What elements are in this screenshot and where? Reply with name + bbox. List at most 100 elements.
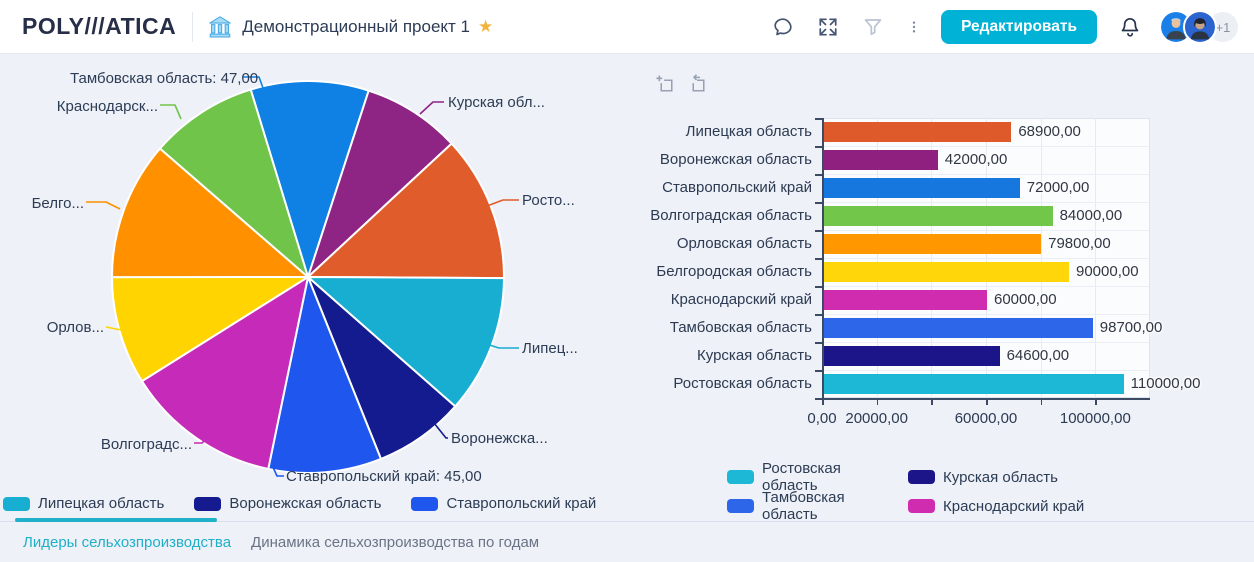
bar-chart-toolbar [655,74,719,97]
legend-item[interactable]: Воронежская область [194,495,381,512]
filter-icon[interactable] [861,15,885,39]
pie-slice[interactable] [307,89,453,278]
kebab-menu-icon[interactable] [906,15,922,39]
legend-item[interactable]: Липецкая область [3,495,164,512]
user-avatars: +1 [1159,10,1240,44]
legend-swatch [908,470,935,484]
bar-value-label: 72000,00 [1026,179,1090,196]
legend-label: Краснодарский край [943,497,1085,515]
pie-label-rostov: Росто... [522,192,575,209]
legend-label: Ростовская область [762,460,841,494]
x-axis-tick-label: 100000,00 [1059,410,1131,427]
bar[interactable] [823,318,1093,338]
pie-legend: Липецкая область Воронежская область Ста… [3,495,626,512]
pie-label-krasnodar: Краснодарск... [56,98,158,115]
pie-label-voronezh: Воронежска... [451,430,548,447]
pie-label-belgorod: Белго... [31,195,84,212]
bar-category-label: Волгоградская область [650,207,812,224]
bar[interactable] [823,206,1053,226]
pie-slice[interactable] [267,276,382,474]
legend-item[interactable]: Тамбовская область [727,489,881,523]
category-tick [815,118,822,120]
bar[interactable] [823,122,1012,142]
pie-label-stavropol: Ставропольский край: 45,00 [286,468,482,485]
pie-chart [86,76,519,477]
row-separator [823,314,1149,315]
bar-value-label: 90000,00 [1076,263,1139,280]
bar-category-label: Белгородская область [656,263,812,280]
legend-item[interactable]: Ставропольский край [411,495,596,512]
pie-slice[interactable] [110,147,309,279]
pie-label-kursk: Курская обл... [448,94,545,111]
row-separator [823,146,1149,147]
bar-category-label: Тамбовская область [669,319,812,336]
chat-icon[interactable] [771,15,795,39]
bar[interactable] [823,374,1124,394]
legend-item[interactable]: Ростовская область [727,460,881,494]
bar[interactable] [823,150,938,170]
pie-callout-line [194,418,228,444]
category-tick [815,174,822,176]
bell-icon[interactable] [1118,15,1142,39]
tab-dynamics[interactable]: Динамика сельхозпроизводства по годам [251,533,540,551]
row-separator [823,258,1149,259]
bar-value-label: 84000,00 [1059,207,1123,224]
category-axis-line [822,118,824,398]
row-separator [823,202,1149,203]
tab-leaders[interactable]: Лидеры сельхозпроизводства [23,533,232,551]
bar-category-label: Краснодарский край [670,291,812,308]
legend-label: Курская область [943,468,1058,486]
bar[interactable] [823,234,1042,254]
bar-value-label: 110000,00 [1130,375,1201,392]
bar-value-label: 68900,00 [1018,123,1081,140]
crop-undo-icon[interactable] [687,74,710,97]
value-tick [876,400,879,405]
edit-button[interactable]: Редактировать [941,10,1097,44]
value-tick [931,400,933,405]
bar-category-label: Воронежская область [659,151,812,168]
value-tick [1040,400,1043,405]
value-axis-line [818,398,1150,400]
crop-plus-icon[interactable] [655,74,678,97]
row-separator [823,370,1149,371]
active-tab-indicator [15,518,217,522]
pie-chart-widget: Тамбовская область: 47,00 Курская обл...… [0,54,640,521]
pie-callout-line [160,104,182,120]
pie-callout-line [271,464,284,477]
bank-icon [209,15,231,38]
pie-callout-line [243,76,264,89]
pie-label-lipetsk: Липец... [522,340,578,357]
bar[interactable] [823,290,987,310]
pie-slice[interactable] [307,142,506,280]
pie-slice[interactable] [307,276,505,408]
category-tick [815,342,822,344]
bar[interactable] [823,346,1000,366]
legend-label: Липецкая область [38,495,165,512]
bar-value-label: 79800,00 [1048,235,1111,252]
legend-label: Тамбовская область [762,489,845,523]
legend-item[interactable]: Краснодарский край [908,498,1084,515]
legend-label: Воронежская область [229,495,382,512]
bar[interactable] [823,178,1020,198]
category-tick [815,146,822,148]
bar-category-label: Орловская область [676,235,812,252]
pie-slice[interactable] [249,80,370,278]
fullscreen-icon[interactable] [816,15,840,39]
project-title: Демонстрационный проект 1 [242,16,471,36]
category-tick [815,314,822,316]
bar-legend-row-2: Тамбовская область Краснодарский край [727,489,1114,523]
row-separator [823,342,1149,343]
pie-label-volgograd: Волгоградс... [100,436,192,453]
legend-swatch [727,470,754,484]
pie-slice[interactable] [111,276,309,383]
bar[interactable] [823,262,1069,282]
bar-chart-widget: Липецкая область 68900,00 Воронежская обла… [640,54,1254,523]
star-icon[interactable]: ★ [478,16,494,36]
avatar-user-2[interactable] [1183,10,1217,44]
bar-value-label: 64600,00 [1006,347,1070,364]
legend-item[interactable]: Курская область [908,469,1058,486]
x-axis-tick-label: 0,00 [807,410,837,427]
pie-slice[interactable] [158,88,309,278]
pie-slice[interactable] [140,276,309,470]
